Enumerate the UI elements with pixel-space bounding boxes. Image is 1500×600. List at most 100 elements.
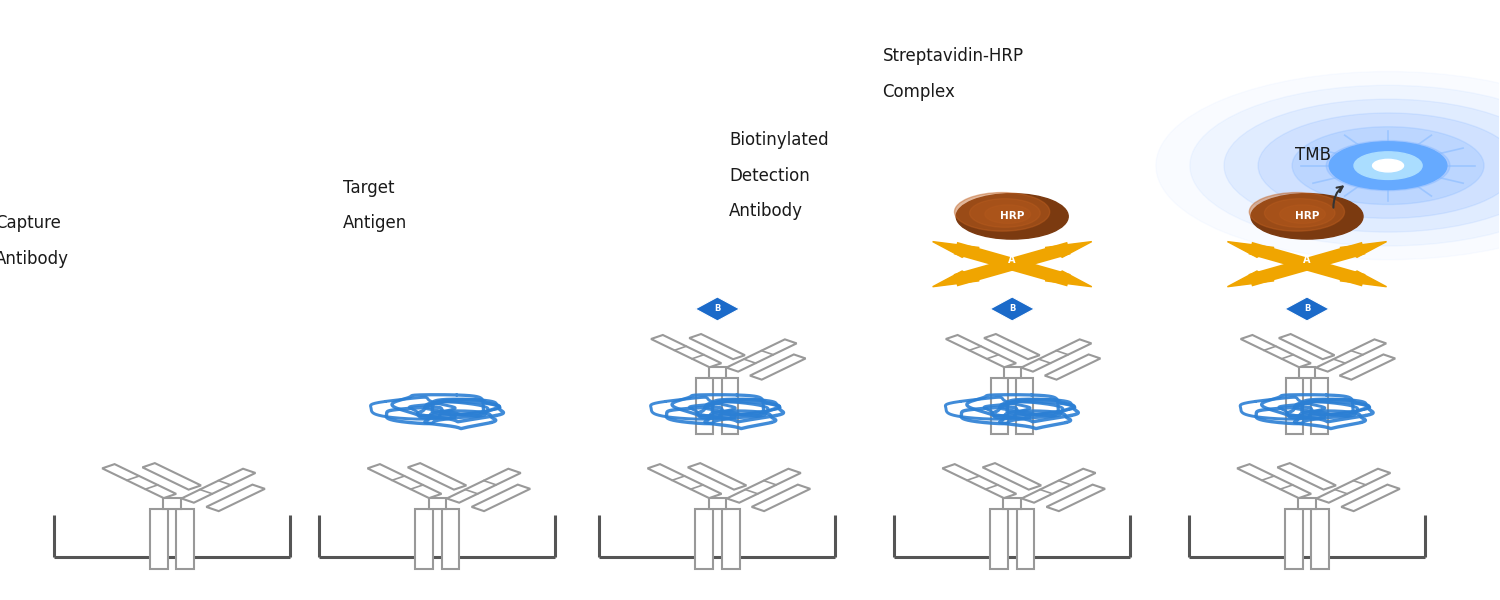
Circle shape <box>1372 160 1404 172</box>
Polygon shape <box>1341 485 1400 511</box>
Polygon shape <box>651 335 722 367</box>
Polygon shape <box>752 485 810 511</box>
Text: B: B <box>1304 304 1310 313</box>
Polygon shape <box>1046 242 1092 257</box>
Bar <box>992 377 1008 434</box>
Polygon shape <box>1317 469 1390 503</box>
Bar <box>442 509 459 569</box>
Bar <box>164 498 182 509</box>
Polygon shape <box>1316 340 1386 371</box>
Text: HRP: HRP <box>1000 211 1024 221</box>
Polygon shape <box>207 485 266 511</box>
Polygon shape <box>688 463 747 490</box>
Polygon shape <box>750 355 806 380</box>
Polygon shape <box>408 463 466 490</box>
Text: Antibody: Antibody <box>729 202 803 220</box>
Bar <box>177 509 194 569</box>
Text: Antigen: Antigen <box>344 214 408 232</box>
Circle shape <box>954 193 1050 231</box>
Polygon shape <box>368 464 441 498</box>
Text: Streptavidin-HRP: Streptavidin-HRP <box>882 47 1023 65</box>
Text: Target: Target <box>344 179 394 197</box>
Polygon shape <box>728 469 801 503</box>
Polygon shape <box>1278 463 1336 490</box>
Text: Complex: Complex <box>882 83 956 101</box>
Text: Biotinylated: Biotinylated <box>729 131 830 149</box>
Bar <box>1311 509 1329 569</box>
Circle shape <box>1354 152 1422 179</box>
Polygon shape <box>690 334 746 359</box>
Bar <box>1017 377 1034 434</box>
Circle shape <box>1292 127 1484 205</box>
Polygon shape <box>1340 355 1395 380</box>
Polygon shape <box>102 464 176 498</box>
Bar <box>1286 509 1302 569</box>
Polygon shape <box>1227 242 1274 257</box>
Bar <box>429 498 445 509</box>
Polygon shape <box>471 485 530 511</box>
Polygon shape <box>1340 271 1386 287</box>
Polygon shape <box>982 463 1041 490</box>
Polygon shape <box>447 469 520 503</box>
Circle shape <box>969 199 1040 227</box>
Polygon shape <box>990 297 1035 321</box>
Polygon shape <box>984 334 1040 359</box>
Polygon shape <box>1280 334 1335 359</box>
Text: Detection: Detection <box>729 167 810 185</box>
Polygon shape <box>1240 335 1311 367</box>
Polygon shape <box>1022 340 1092 371</box>
Text: B: B <box>714 304 720 313</box>
Bar <box>710 367 726 377</box>
Bar <box>1004 498 1022 509</box>
Bar <box>416 509 434 569</box>
Polygon shape <box>726 340 796 371</box>
Polygon shape <box>1287 259 1328 270</box>
Bar <box>1286 377 1304 434</box>
Polygon shape <box>993 259 1032 270</box>
Polygon shape <box>1044 355 1101 380</box>
Circle shape <box>1329 142 1448 190</box>
Circle shape <box>1258 113 1500 218</box>
Circle shape <box>1224 99 1500 232</box>
Polygon shape <box>142 463 201 490</box>
Circle shape <box>956 194 1068 239</box>
Bar <box>722 377 738 434</box>
Polygon shape <box>933 242 980 257</box>
Polygon shape <box>1286 297 1329 321</box>
Text: A: A <box>1304 255 1311 265</box>
Polygon shape <box>182 469 255 503</box>
Polygon shape <box>1046 271 1092 287</box>
Polygon shape <box>1238 464 1311 498</box>
Polygon shape <box>648 464 722 498</box>
Bar <box>1017 509 1035 569</box>
Polygon shape <box>1022 469 1095 503</box>
Text: TMB: TMB <box>1294 146 1330 164</box>
Polygon shape <box>946 335 1016 367</box>
Polygon shape <box>1047 485 1106 511</box>
Bar <box>722 509 740 569</box>
Polygon shape <box>1227 271 1274 287</box>
Bar <box>150 509 168 569</box>
Text: HRP: HRP <box>1294 211 1318 221</box>
Polygon shape <box>942 464 1017 498</box>
Polygon shape <box>696 297 740 321</box>
Bar <box>1298 498 1316 509</box>
Text: B: B <box>1010 278 1016 287</box>
Circle shape <box>1190 85 1500 246</box>
Bar <box>696 377 712 434</box>
Circle shape <box>1326 140 1450 191</box>
Text: B: B <box>1304 278 1311 287</box>
Bar <box>708 498 726 509</box>
Polygon shape <box>933 271 980 287</box>
Bar <box>990 509 1008 569</box>
Polygon shape <box>1340 242 1386 257</box>
Text: Antibody: Antibody <box>0 250 69 268</box>
Bar <box>1311 377 1328 434</box>
Bar <box>696 509 712 569</box>
Bar <box>1299 367 1316 377</box>
Circle shape <box>1280 205 1326 223</box>
Circle shape <box>1251 194 1364 239</box>
Circle shape <box>986 205 1030 223</box>
Text: A: A <box>1008 255 1016 265</box>
Bar <box>1004 367 1020 377</box>
